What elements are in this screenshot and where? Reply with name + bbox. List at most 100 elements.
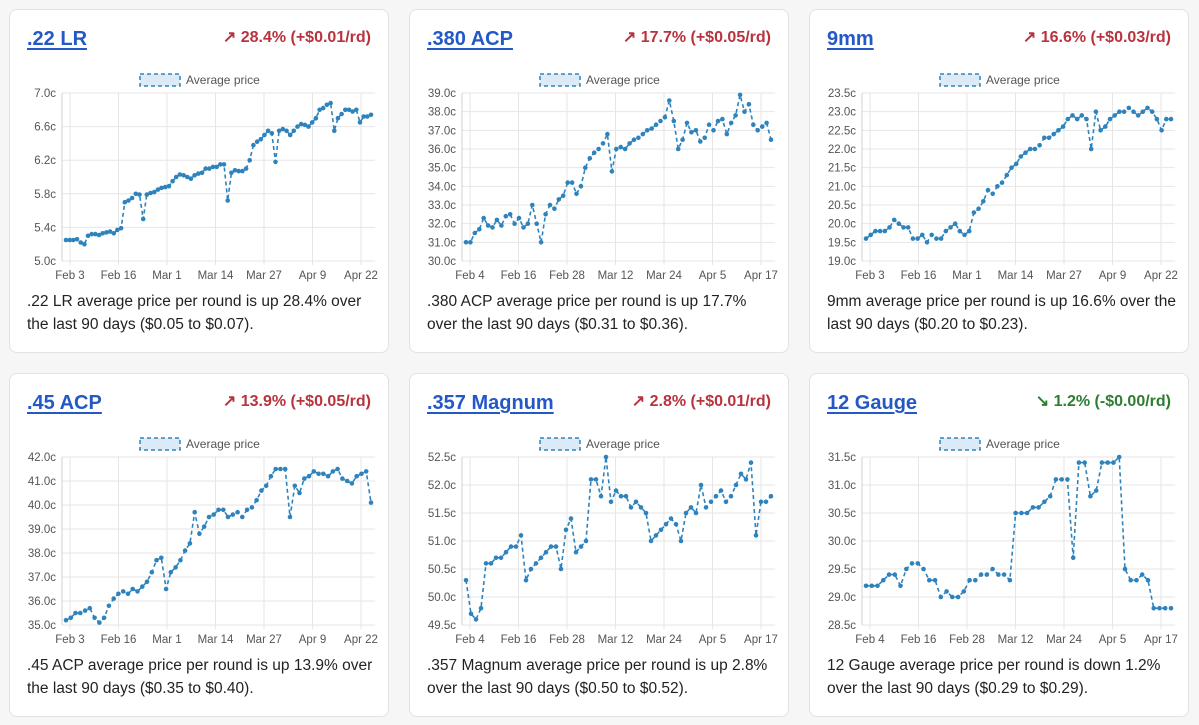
data-point <box>116 591 121 597</box>
y-tick-label: 34.0c <box>428 181 456 193</box>
data-point <box>556 197 562 202</box>
y-tick-label: 51.0c <box>428 536 456 548</box>
data-point <box>1088 493 1093 499</box>
y-tick-label: 51.5c <box>428 508 456 520</box>
data-point <box>508 544 514 549</box>
data-point <box>873 228 878 234</box>
data-point <box>144 192 150 197</box>
data-point <box>463 577 469 583</box>
data-point <box>359 471 364 477</box>
x-tick-label: Feb 16 <box>101 634 137 646</box>
x-tick-label: Mar 14 <box>198 270 234 282</box>
chart-legend: Average price <box>139 437 260 451</box>
data-point <box>596 146 601 152</box>
data-point <box>662 115 668 120</box>
x-tick-label: Feb 16 <box>501 634 537 646</box>
data-point <box>742 109 747 114</box>
data-point <box>1149 109 1155 114</box>
data-point <box>254 497 259 503</box>
caliber-title-link[interactable]: .22 LR <box>27 28 88 50</box>
x-tick-label: Apr 9 <box>1099 270 1127 282</box>
y-tick-label: 30.0c <box>428 256 456 268</box>
data-point <box>135 589 140 594</box>
x-tick-label: Apr 5 <box>1099 634 1127 646</box>
data-point <box>302 122 308 128</box>
price-change-badge: ↗ 13.9% (+$0.05/rd) <box>222 393 371 410</box>
y-tick-label: 23.0c <box>828 107 856 119</box>
y-tick-label: 22.0c <box>828 144 856 156</box>
data-point <box>1116 454 1122 460</box>
data-point <box>507 212 513 217</box>
y-tick-label: 5.4c <box>34 222 56 234</box>
data-point <box>948 225 953 230</box>
x-tick-label: Apr 17 <box>744 270 778 282</box>
data-point <box>292 483 298 489</box>
data-point <box>978 572 984 577</box>
caliber-title-link[interactable]: .357 Magnum <box>427 392 554 414</box>
data-point <box>702 135 707 141</box>
data-point <box>1013 510 1018 516</box>
chart-legend: Average price <box>539 437 660 451</box>
data-point <box>981 199 986 204</box>
y-tick-label: 31.0c <box>428 237 456 249</box>
y-tick-label: 38.0c <box>28 548 56 560</box>
data-point <box>764 120 769 126</box>
data-point <box>324 102 330 108</box>
data-point <box>493 555 499 561</box>
y-tick-label: 29.5c <box>828 564 856 576</box>
data-point <box>243 166 249 171</box>
data-point <box>718 488 724 493</box>
caliber-title-link[interactable]: .380 ACP <box>427 28 513 50</box>
y-tick-label: 40.0c <box>28 500 56 512</box>
chart-legend: Average price <box>939 437 1060 451</box>
data-point <box>211 512 216 517</box>
data-point <box>1093 488 1099 493</box>
data-point <box>481 215 486 221</box>
data-point <box>225 514 231 520</box>
data-point <box>887 225 892 230</box>
x-tick-label: Apr 17 <box>1144 634 1178 646</box>
data-point <box>295 124 300 129</box>
caliber-title-link[interactable]: .45 ACP <box>27 392 102 414</box>
data-point <box>934 236 939 241</box>
data-point <box>1105 460 1110 465</box>
data-point <box>280 126 286 132</box>
data-point <box>73 610 78 616</box>
data-point <box>349 481 355 486</box>
data-point <box>259 488 264 493</box>
x-tick-label: Mar 12 <box>598 634 634 646</box>
data-point <box>952 221 958 226</box>
caliber-title-link[interactable]: 12 Gauge <box>827 392 918 414</box>
data-point <box>335 466 340 472</box>
x-tick-label: Mar 12 <box>998 634 1034 646</box>
price-line-chart: Average price 39.0c 38.0c 37.0c 36.0c 35.0c 34… <box>428 73 778 282</box>
data-point <box>1042 135 1047 141</box>
data-point <box>494 217 500 223</box>
data-point <box>588 477 594 482</box>
data-point <box>689 129 694 135</box>
data-point <box>282 466 288 472</box>
data-point <box>990 566 995 572</box>
y-tick-label: 35.0c <box>428 163 456 175</box>
chart-legend: Average price <box>539 73 660 87</box>
y-tick-label: 30.0c <box>828 536 856 548</box>
data-point <box>187 541 193 546</box>
data-point <box>1135 113 1141 118</box>
data-point <box>1168 116 1174 122</box>
data-point <box>892 572 898 577</box>
data-point <box>203 166 208 171</box>
caliber-title-link[interactable]: 9mm <box>827 28 874 50</box>
data-point <box>1065 477 1070 482</box>
data-point <box>1023 150 1028 155</box>
data-point <box>284 128 289 134</box>
data-point <box>311 469 317 474</box>
price-summary-text: 9mm average price per round is up 16.6% … <box>827 293 1176 333</box>
y-tick-label: 38.0c <box>428 107 456 119</box>
data-point <box>1128 577 1133 583</box>
data-point <box>1168 605 1174 611</box>
data-point <box>1098 128 1103 133</box>
data-point <box>1154 116 1160 122</box>
data-point <box>984 572 990 577</box>
data-point <box>1007 577 1013 583</box>
data-point <box>985 187 991 193</box>
